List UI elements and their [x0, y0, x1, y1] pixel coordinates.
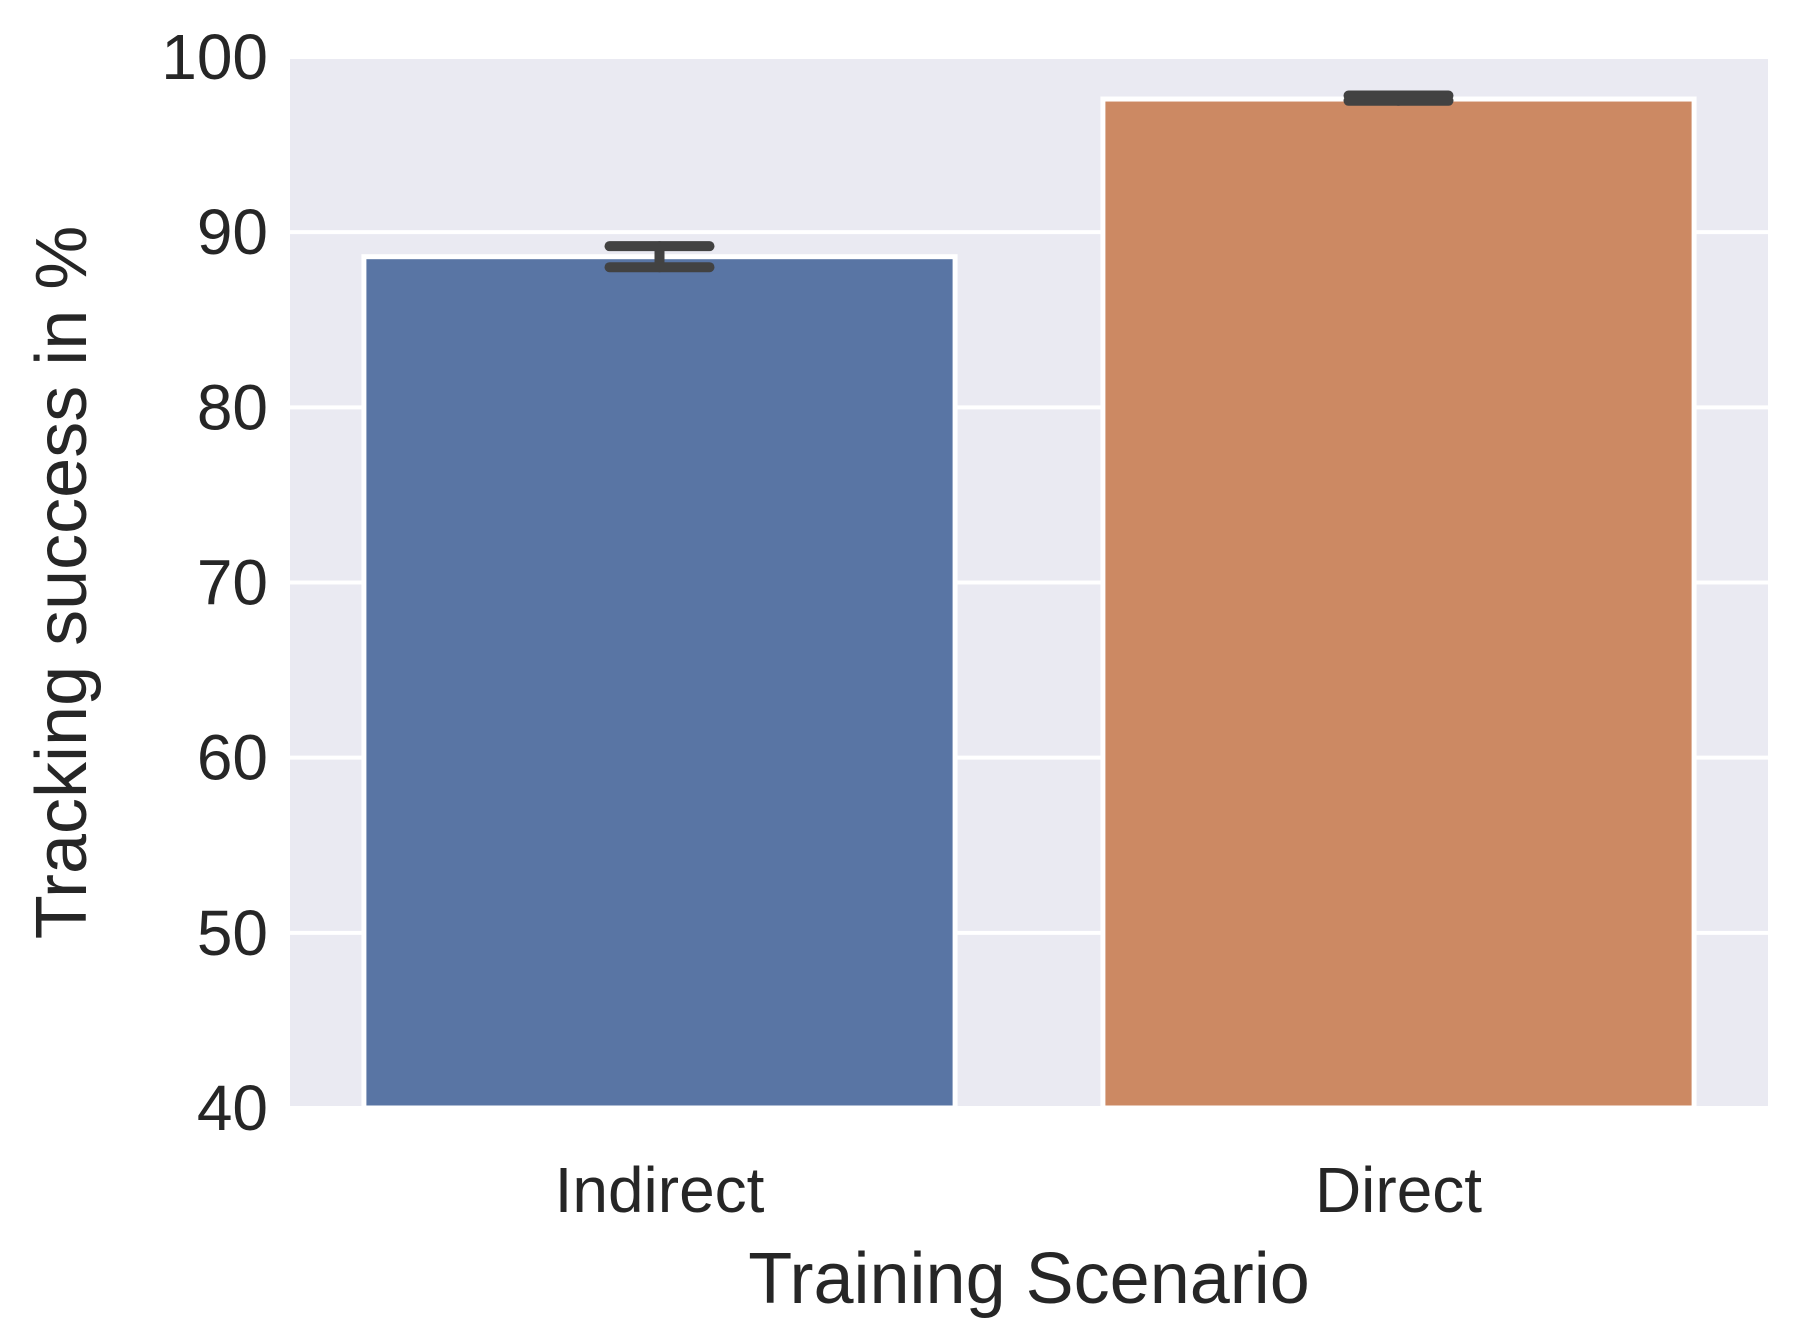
y-tick-label-70: 70: [197, 547, 268, 619]
x-tick-label-direct: Direct: [1315, 1154, 1482, 1226]
error-bar-indirect: [604, 241, 715, 273]
y-tick-label-80: 80: [197, 371, 268, 443]
y-tick-labels: 40 50 60 70 80 90 100: [161, 21, 268, 1144]
y-tick-label-50: 50: [197, 897, 268, 969]
error-bar-direct: [1343, 90, 1454, 106]
x-axis-label: Training Scenario: [748, 1239, 1310, 1319]
y-tick-label-40: 40: [197, 1072, 268, 1144]
bars: [361, 96, 1697, 1111]
bar-indirect: [361, 254, 958, 1111]
y-tick-label-60: 60: [197, 722, 268, 794]
y-tick-label-90: 90: [197, 196, 268, 268]
error-bars: [604, 90, 1454, 273]
bar-direct: [1100, 96, 1697, 1111]
x-tick-label-indirect: Indirect: [555, 1154, 765, 1226]
x-tick-labels: Indirect Direct: [555, 1154, 1483, 1226]
y-axis-label: Tracking success in %: [22, 226, 102, 940]
y-tick-label-100: 100: [161, 21, 268, 93]
